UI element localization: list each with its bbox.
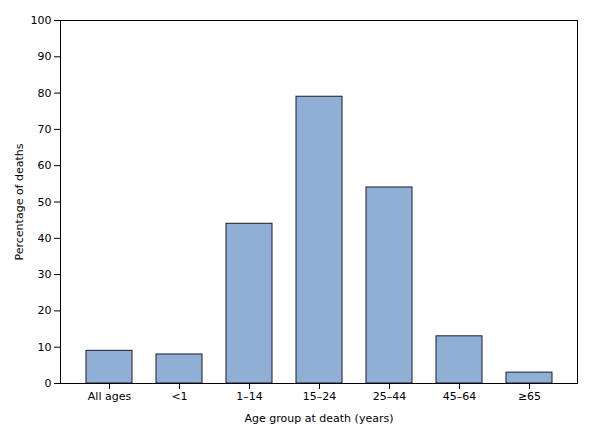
svg-text:0: 0 xyxy=(45,377,52,390)
svg-text:1–14: 1–14 xyxy=(236,390,263,403)
svg-text:Percentage of deaths: Percentage of deaths xyxy=(13,143,26,260)
svg-text:50: 50 xyxy=(38,196,52,209)
svg-text:10: 10 xyxy=(38,341,52,354)
svg-text:45–64: 45–64 xyxy=(443,390,477,403)
svg-text:90: 90 xyxy=(38,50,52,63)
svg-text:Age group at death (years): Age group at death (years) xyxy=(245,412,394,425)
svg-text:100: 100 xyxy=(31,14,52,27)
svg-text:<1: <1 xyxy=(171,390,187,403)
svg-text:25–44: 25–44 xyxy=(373,390,407,403)
svg-text:20: 20 xyxy=(38,304,52,317)
svg-text:15–24: 15–24 xyxy=(303,390,337,403)
svg-text:70: 70 xyxy=(38,123,52,136)
svg-text:80: 80 xyxy=(38,87,52,100)
svg-text:60: 60 xyxy=(38,159,52,172)
svg-text:40: 40 xyxy=(38,232,52,245)
svg-text:30: 30 xyxy=(38,268,52,281)
svg-text:All ages: All ages xyxy=(88,390,132,403)
svg-text:≥65: ≥65 xyxy=(518,390,541,403)
